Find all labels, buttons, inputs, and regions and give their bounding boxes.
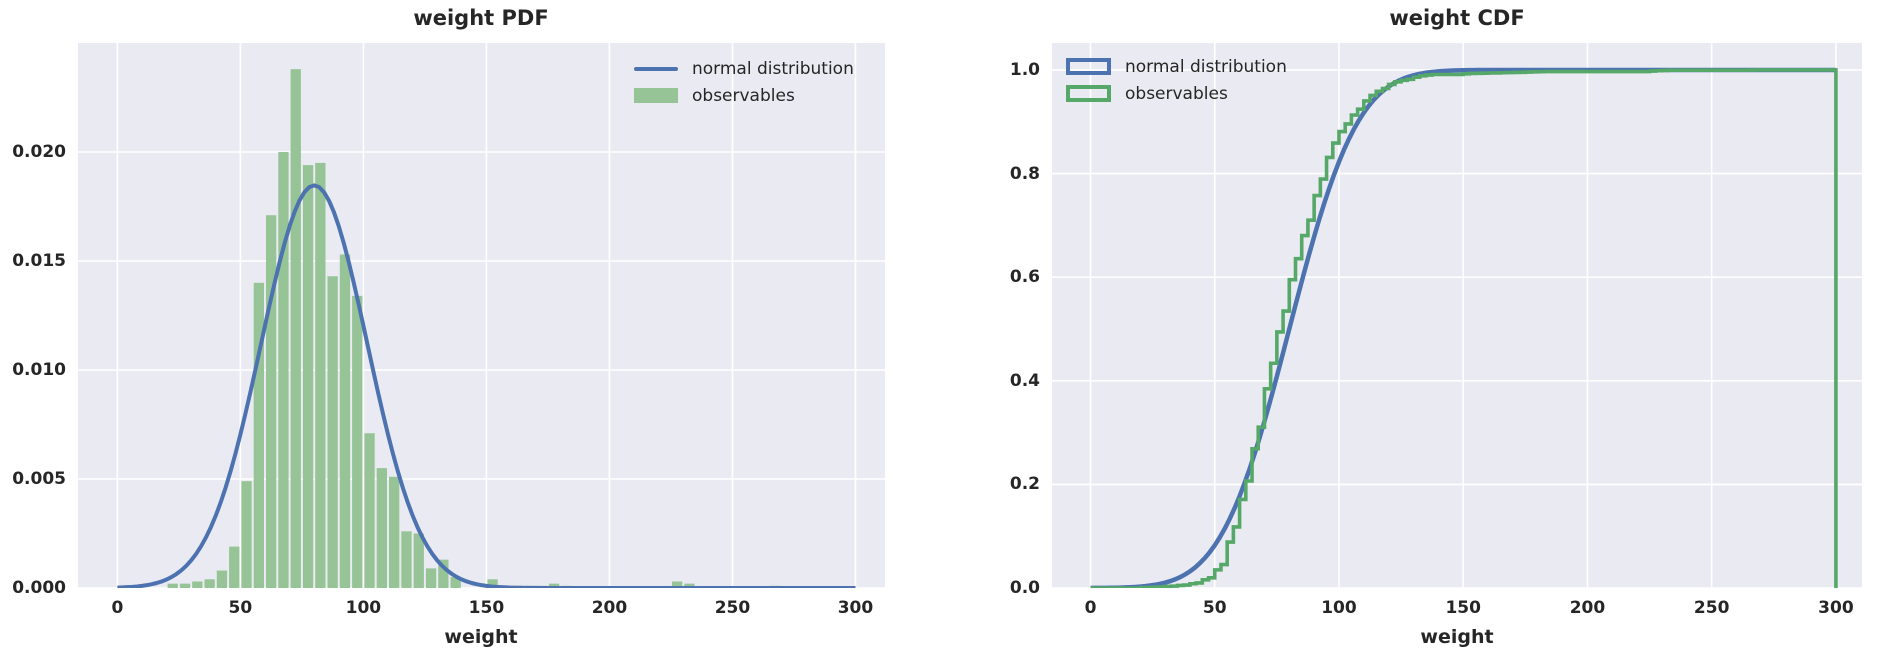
- histogram-bar: [438, 559, 449, 588]
- histogram-bar: [352, 295, 363, 588]
- y-tick-label: 0.015: [12, 251, 66, 271]
- histogram-bar: [364, 433, 375, 588]
- x-tick-label: 0: [111, 598, 124, 618]
- histogram-bar: [376, 468, 388, 588]
- histogram-bar: [413, 533, 424, 588]
- y-tick-label: 0.0: [1009, 578, 1040, 598]
- x-tick-label: 100: [345, 598, 382, 618]
- legend-patch-swatch-icon: [634, 88, 678, 103]
- histogram-bar: [216, 570, 228, 588]
- histogram-bars: [167, 69, 781, 588]
- histogram-bar: [179, 583, 191, 588]
- legend-hollow-swatch-blue-icon: [1066, 58, 1111, 75]
- pdf-plot-area: normal distribution observables: [78, 43, 885, 588]
- histogram-bar: [278, 152, 289, 588]
- normal-distribution-curve: [117, 183, 856, 588]
- observables-cdf-step-curve: [1090, 68, 1838, 588]
- x-tick-label: 250: [714, 598, 751, 618]
- x-tick-label: 0: [1084, 598, 1097, 618]
- pdf-legend-item-observables: observables: [634, 82, 854, 109]
- cdf-legend-item-normal-distribution: normal distribution: [1066, 53, 1287, 80]
- cdf-legend-label-observables: observables: [1125, 83, 1228, 104]
- y-tick-label: 0.000: [12, 578, 66, 598]
- cdf-chart-svg: [1052, 43, 1862, 588]
- x-tick-label: 150: [468, 598, 505, 618]
- x-tick-label: 300: [837, 598, 874, 618]
- histogram-bar: [339, 254, 351, 588]
- y-tick-label: 0.6: [1009, 267, 1040, 288]
- histogram-bar: [241, 481, 252, 588]
- cdf-xlabel: weight: [1420, 626, 1494, 648]
- x-tick-label: 200: [591, 598, 628, 618]
- gridlines: [78, 43, 885, 588]
- cdf-legend-label-normal-distribution: normal distribution: [1125, 56, 1287, 77]
- y-tick-label: 0.4: [1009, 370, 1040, 391]
- cdf-legend-item-observables: observables: [1066, 80, 1287, 107]
- histogram-bar: [548, 583, 560, 588]
- pdf-title: weight PDF: [413, 6, 549, 30]
- histogram-bar: [487, 579, 498, 588]
- pdf-chart-svg: [78, 43, 885, 588]
- pdf-legend-item-normal-distribution: normal distribution: [634, 55, 854, 82]
- cdf-title: weight CDF: [1389, 6, 1525, 30]
- histogram-bar: [265, 215, 277, 588]
- pdf-legend-label-normal-distribution: normal distribution: [692, 58, 854, 79]
- histogram-bar: [315, 162, 326, 588]
- x-tick-label: 300: [1818, 598, 1854, 618]
- histogram-bar: [425, 568, 437, 588]
- histogram-bar: [401, 531, 412, 588]
- histogram-bar: [389, 476, 400, 588]
- histogram-bar: [204, 579, 215, 588]
- y-tick-label: 1.0: [1009, 59, 1040, 80]
- histogram-bar: [671, 581, 683, 588]
- y-tick-label: 0.2: [1009, 474, 1040, 495]
- y-tick-label: 0.8: [1009, 163, 1040, 184]
- x-tick-label: 150: [1445, 598, 1481, 618]
- histogram-bar: [229, 546, 240, 588]
- pdf-legend-label-observables: observables: [692, 85, 795, 106]
- histogram-bar: [290, 69, 301, 588]
- histogram-bar: [167, 583, 178, 588]
- pdf-xlabel: weight: [444, 626, 518, 648]
- legend-hollow-swatch-green-icon: [1066, 85, 1111, 102]
- histogram-bar: [450, 577, 461, 588]
- x-tick-label: 250: [1693, 598, 1730, 618]
- histogram-bar: [302, 165, 314, 588]
- histogram-bar: [684, 583, 695, 588]
- y-tick-label: 0.010: [12, 360, 66, 380]
- histogram-bar: [192, 581, 203, 588]
- gridlines: [1052, 43, 1862, 588]
- x-tick-label: 200: [1569, 598, 1606, 618]
- x-tick-label: 50: [228, 598, 253, 618]
- y-tick-label: 0.020: [12, 142, 66, 162]
- x-tick-label: 50: [1202, 598, 1227, 618]
- cdf-legend: normal distribution observables: [1066, 53, 1287, 107]
- pdf-legend: normal distribution observables: [634, 55, 854, 109]
- legend-line-swatch-icon: [634, 66, 678, 71]
- histogram-bar: [327, 276, 338, 588]
- cdf-plot-area: normal distribution observables: [1052, 43, 1862, 588]
- x-tick-label: 100: [1321, 598, 1357, 618]
- histogram-bar: [253, 282, 264, 588]
- y-tick-label: 0.005: [12, 469, 66, 489]
